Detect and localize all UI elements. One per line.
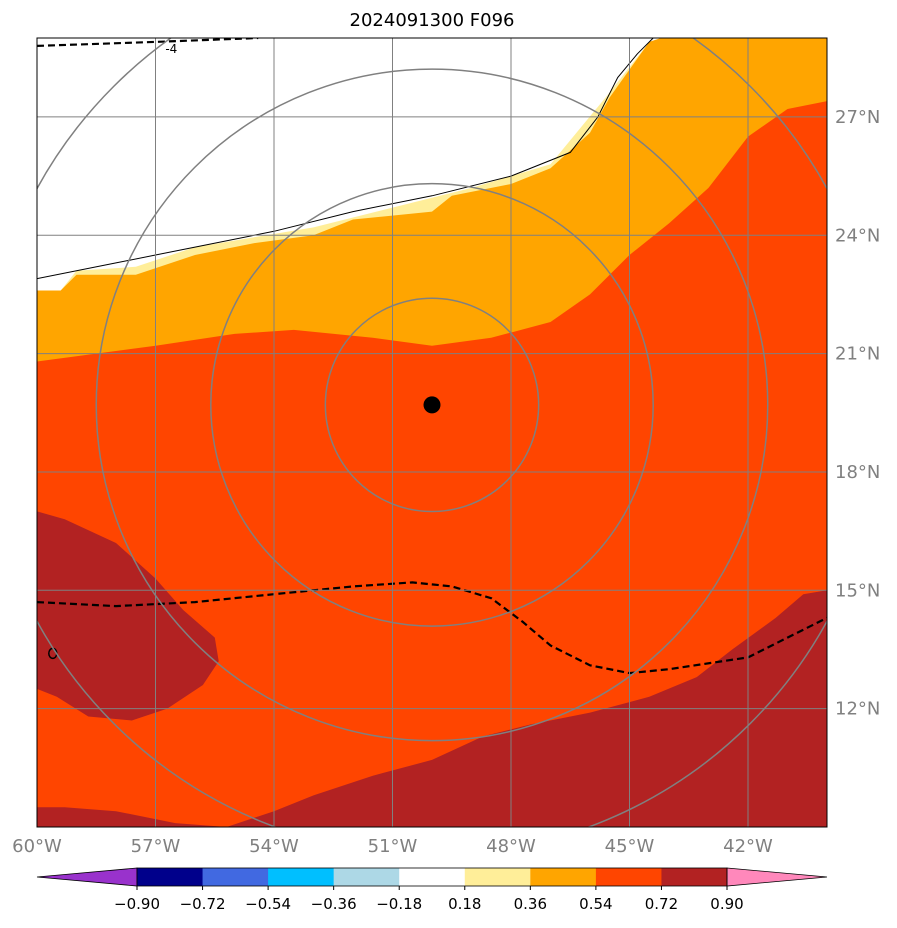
colorbar-swatch-6 [530, 868, 597, 886]
colorbar-tick-label: −0.90 [114, 895, 160, 913]
latitude-tick-labels: 12°N 15°N 18°N 21°N 24°N 27°N [835, 107, 880, 720]
range-ring-2 [95, 68, 769, 742]
colorbar-swatch-4 [399, 868, 466, 886]
filled-region-3 [37, 511, 219, 721]
colorbar-tick-label: 0.18 [448, 895, 481, 913]
colorbar-tick-label: −0.18 [376, 895, 422, 913]
colorbar: −0.90 −0.72 −0.54 −0.36 −0.18 0.18 0.36 0.54 0.7… [36, 867, 828, 913]
chart-title: 2024091300 F096 [350, 10, 515, 31]
colorbar-tick-label: 0.36 [514, 895, 547, 913]
colorbar-tick-label: −0.72 [180, 895, 226, 913]
lat-tick-label: 24°N [835, 225, 880, 246]
center-marker [423, 396, 441, 414]
map-frame [36, 37, 828, 828]
lon-tick-label: 54°W [249, 836, 299, 857]
filled-region-4 [37, 807, 227, 827]
colorbar-swatch-2 [268, 868, 335, 886]
colorbar-swatch-8 [661, 868, 728, 886]
lon-tick-label: 45°W [605, 836, 655, 857]
dashed-contour-0 [37, 38, 259, 47]
dashed-contour-1 [37, 581, 827, 675]
colorbar-tick-label: −0.36 [311, 895, 357, 913]
lon-tick-label: 60°W [12, 836, 62, 857]
map-plot-area: -4 [37, 38, 827, 827]
longitude-tick-labels: 60°W 57°W 54°W 51°W 48°W 45°W 42°W [12, 836, 773, 857]
colorbar-swatch-1 [202, 868, 269, 886]
dashed-contour-label: -4 [165, 42, 177, 56]
lon-tick-label: 48°W [486, 836, 536, 857]
colorbar-swatch-3 [333, 868, 400, 886]
colorbar-swatch-7 [595, 868, 662, 886]
lat-tick-label: 21°N [835, 344, 880, 365]
colorbar-tick-label: −0.54 [245, 895, 291, 913]
colorbar-extend-low [36, 867, 138, 887]
lat-tick-label: 15°N [835, 580, 880, 601]
colorbar-tick-label: 0.72 [645, 895, 678, 913]
lat-tick-label: 27°N [835, 107, 880, 128]
lon-tick-label: 42°W [723, 836, 773, 857]
contour-line [37, 38, 654, 280]
lat-tick-label: 12°N [835, 699, 880, 720]
colorbar-swatch-5 [464, 868, 531, 886]
colorbar-swatch-0 [137, 868, 204, 886]
range-ring-1 [210, 182, 654, 627]
lat-tick-label: 18°N [835, 462, 880, 483]
colorbar-tick-label: 0.54 [579, 895, 612, 913]
range-ring-0 [324, 297, 540, 513]
colorbar-extend-high [726, 867, 828, 887]
lon-tick-label: 51°W [368, 836, 418, 857]
lon-tick-label: 57°W [131, 836, 181, 857]
filled-region-5 [226, 590, 827, 827]
colorbar-tick-label: 0.90 [710, 895, 743, 913]
colorbar-outline [136, 867, 728, 887]
